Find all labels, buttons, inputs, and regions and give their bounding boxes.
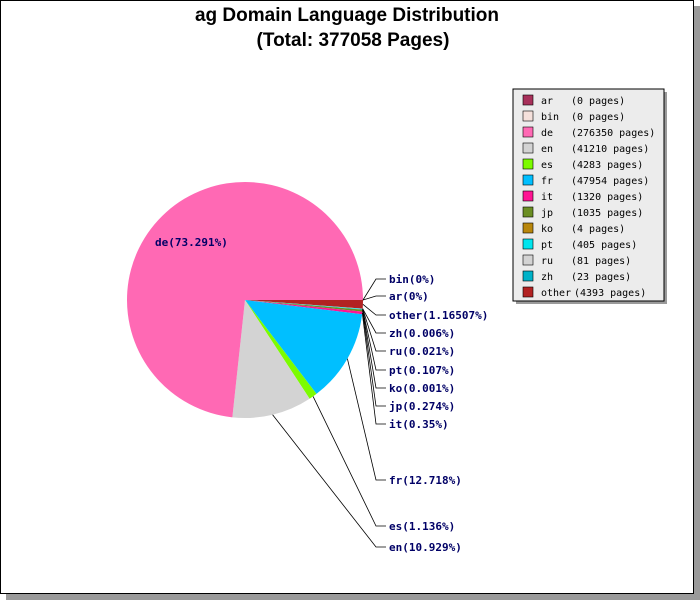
legend-swatch-ko [522,222,534,234]
leader-line-ar [362,295,386,301]
legend-pages-es: (4283 pages) [571,160,643,171]
slice-label-bin: bin(0%) [389,273,435,286]
legend-pages-en: (41210 pages) [571,144,649,155]
slice-label-it: it(0.35%) [389,418,449,431]
legend-label-ru: ru [541,256,553,267]
slice-label-other: other(1.16507%) [389,309,488,322]
leader-line-ko [362,309,386,389]
leader-line-en [272,414,386,548]
leader-line-bin [362,278,386,301]
slice-label-en: en(10.929%) [389,541,462,554]
legend-box [512,88,665,302]
legend-label-other: other [541,288,571,299]
pie-slice-pt [245,300,363,310]
legend-swatch-es [522,158,534,170]
legend-label-ko: ko [541,224,553,235]
leader-line-fr [347,358,386,481]
legend-label-fr: fr [541,176,553,187]
legend-pages-other: (4393 pages) [574,288,646,299]
legend-pages-zh: (23 pages) [571,272,631,283]
slice-label-es: es(1.136%) [389,520,455,533]
legend-pages-de: (276350 pages) [571,128,655,139]
legend-label-zh: zh [541,272,553,283]
slice-label-pt: pt(0.107%) [389,364,455,377]
legend-pages-ko: (4 pages) [571,224,625,235]
legend-swatch-en [522,142,534,154]
legend-swatch-ar [522,94,534,106]
callout-labels: de(73.291%) bin(0%) ar(0%) other(1.16507%) z… [155,236,488,554]
legend-swatch-other [522,286,534,298]
legend-pages-fr: (47954 pages) [571,176,649,187]
legend-swatch-ru [522,254,534,266]
slice-label-ko: ko(0.001%) [389,382,455,395]
chart-subtitle: (Total: 377058 Pages) [257,30,450,51]
legend-label-jp: jp [541,208,553,219]
legend-pages-pt: (405 pages) [571,240,637,251]
leader-line-it [361,312,386,425]
legend-swatch-pt [522,238,534,250]
legend-swatch-jp [522,206,534,218]
pie-slice-other [245,300,363,309]
slice-label-jp: jp(0.274%) [389,400,455,413]
slice-label-fr: fr(12.718%) [389,474,462,487]
legend-pages-it: (1320 pages) [571,192,643,203]
pie-slice-es [245,300,317,399]
leader-line-jp [362,310,386,407]
pie-slice-de [127,182,363,418]
legend-swatch-bin [522,110,534,122]
legend-pages-ru: (81 pages) [571,256,631,267]
legend-swatch-it [522,190,534,202]
legend-label-pt: pt [541,240,553,251]
chart-title: ag Domain Language Distribution [195,5,499,26]
legend-pages-ar: (0 pages) [571,96,625,107]
legend-label-de: de [541,128,553,139]
pie-slices [127,182,363,419]
leader-line-other [362,303,386,316]
leader-line-es [312,396,386,527]
leader-line-pt [362,309,386,371]
pie-slice-jp [245,300,363,312]
legend-label-ar: ar [541,96,553,107]
pie-slice-fr [245,300,363,394]
slice-label-zh: zh(0.006%) [389,327,455,340]
slice-label-ru: ru(0.021%) [389,345,455,358]
leader-line-zh [362,308,386,334]
legend-swatch-de [522,126,534,138]
legend-label-it: it [541,192,553,203]
legend-swatch-zh [522,270,534,282]
legend-pages-bin: (0 pages) [571,112,625,123]
pie-slice-it [245,300,363,315]
legend: ar (0 pages) bin (0 pages) de (276350 pages) e… [512,88,667,304]
pie-slice-en [232,300,310,419]
leader-line-ru [362,308,386,352]
legend-swatch-fr [522,174,534,186]
pie-slice-ru [245,300,363,309]
legend-pages-jp: (1035 pages) [571,208,643,219]
legend-label-en: en [541,144,553,155]
slice-label-de: de(73.291%) [155,236,228,249]
slice-label-ar: ar(0%) [389,290,429,303]
legend-label-es: es [541,160,553,171]
legend-label-bin: bin [541,112,559,123]
